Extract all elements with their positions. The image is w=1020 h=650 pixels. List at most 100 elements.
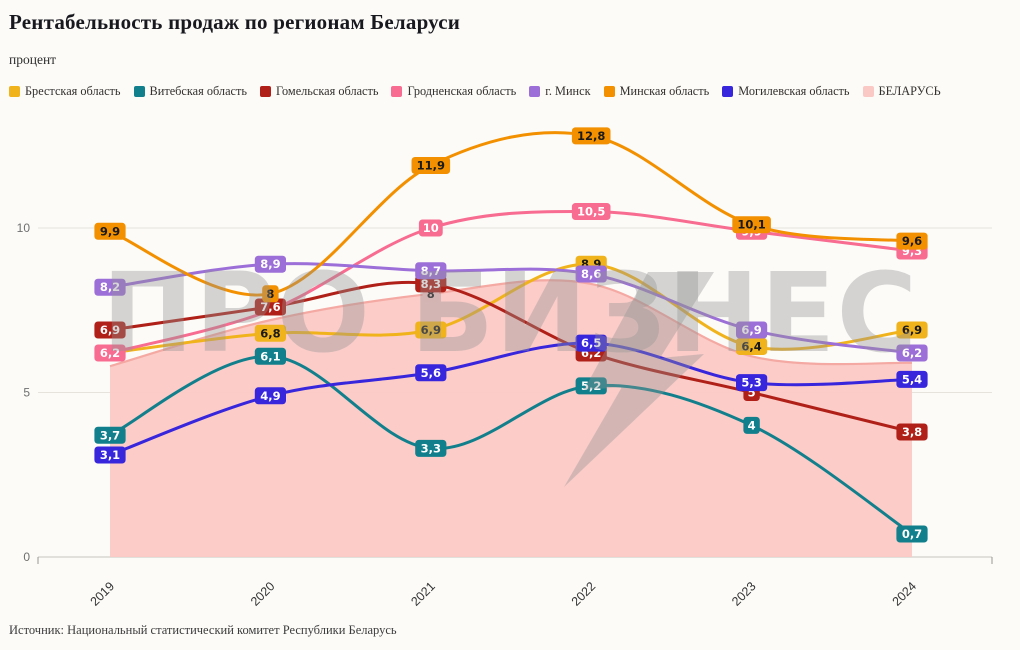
value-label-bg [896, 370, 928, 388]
series-line-1 [108, 354, 914, 536]
y-tick-label: 10 [17, 221, 31, 235]
value-label-bg [575, 334, 607, 352]
legend-item-6[interactable]: Минская область [603, 84, 710, 99]
x-tick-label-2024: 2024 [890, 579, 920, 609]
value-label: 6,2 [100, 346, 120, 360]
legend-label: Витебская область [149, 84, 247, 98]
legend-swatch [722, 86, 734, 97]
value-label: 6,9 [741, 323, 761, 337]
value-label: 8,2 [100, 280, 120, 294]
value-label: 11,9 [417, 158, 445, 172]
value-label-bg [732, 216, 771, 234]
value-label: 9,9 [100, 224, 120, 238]
legend-swatch [529, 86, 541, 97]
x-tick-label-2019: 2019 [88, 579, 118, 609]
legend-item-5[interactable]: г. Минск [529, 84, 591, 99]
legend-label: БЕЛАРУСЬ [878, 84, 941, 98]
value-label-bg [896, 423, 928, 441]
value-label: 3,1 [100, 448, 120, 462]
value-label-bg [411, 156, 451, 174]
value-label: 3,8 [902, 425, 922, 439]
value-label-bg [743, 416, 760, 434]
legend-item-8[interactable]: БЕЛАРУСЬ [862, 84, 941, 99]
legend-swatch [391, 86, 403, 97]
y-tick-label: 0 [23, 550, 30, 564]
value-label: 8,9 [260, 257, 280, 271]
value-label: 8 [427, 287, 435, 301]
legend-label: Брестская область [25, 84, 121, 98]
page-title: Рентабельность продаж по регионам Белару… [9, 10, 461, 34]
series-line-3 [108, 209, 914, 355]
legend-item-4[interactable]: Гродненская область [391, 84, 516, 99]
value-label: 6,2 [902, 346, 922, 360]
value-label-bg [736, 321, 768, 339]
value-label: 5,2 [581, 379, 601, 393]
value-label-bg [254, 255, 286, 273]
value-label: 10 [423, 221, 439, 235]
value-label-bg [736, 337, 768, 355]
value-label-bg [736, 374, 768, 392]
value-label-bg [571, 203, 611, 221]
value-label-bg [896, 344, 928, 362]
value-label-bg [896, 232, 928, 250]
value-label: 5,6 [421, 366, 441, 380]
x-tick-label-2022: 2022 [569, 579, 599, 609]
value-label: 5,4 [902, 372, 922, 386]
value-label: 8,7 [421, 264, 441, 278]
y-tick-label: 5 [23, 386, 30, 400]
legend-label: Гродненская область [407, 84, 517, 98]
value-label: 10,1 [737, 218, 765, 232]
value-label-bg [571, 127, 611, 145]
value-label-bg [94, 446, 126, 464]
legend-label: Минская область [619, 84, 710, 98]
value-label-bg [415, 321, 447, 339]
legend-item-3[interactable]: Гомельская область [259, 84, 378, 99]
chart-subtitle: процент [9, 52, 57, 67]
legend-swatch [603, 86, 615, 97]
value-label: 6,9 [421, 323, 441, 337]
value-label-bg [415, 364, 447, 382]
legend-swatch [9, 86, 20, 97]
value-label: 6,5 [581, 336, 601, 350]
value-label: 6,4 [741, 339, 761, 353]
value-label-bg [415, 262, 447, 280]
legend-item-2[interactable]: Витебская область [133, 84, 247, 99]
value-label-bg [94, 426, 126, 444]
value-label: 12,8 [577, 129, 605, 143]
value-label-bg [896, 321, 928, 339]
series-line-4 [108, 262, 914, 355]
x-tick-label-2021: 2021 [408, 579, 438, 609]
value-label-bg [418, 219, 443, 237]
value-label: 4,9 [260, 389, 280, 403]
value-label: 7,6 [260, 300, 280, 314]
value-label-bg [254, 387, 286, 405]
value-label-bg [94, 278, 126, 296]
legend-swatch [133, 86, 145, 97]
value-label-bg [415, 275, 447, 293]
value-label: 6,8 [260, 326, 280, 340]
legend-item-1[interactable]: Брестская область [9, 84, 121, 99]
legend-swatch [862, 86, 874, 97]
source-note: Источник: Национальный статистический ко… [9, 623, 397, 637]
value-label: 9,6 [902, 234, 922, 248]
legend-label: Могилевская область [738, 84, 850, 98]
legend-label: г. Минск [545, 84, 591, 98]
value-label: 3,7 [100, 428, 120, 442]
value-label-bg [896, 525, 928, 543]
legend-swatch [259, 86, 271, 97]
series-area-7 [110, 280, 912, 557]
legend-item-7[interactable]: Могилевская область [722, 84, 850, 99]
value-label-bg [254, 347, 286, 365]
value-label: 6,1 [260, 349, 280, 363]
value-label: 4 [748, 418, 756, 432]
value-label-bg [94, 321, 126, 339]
value-label: 0,7 [902, 527, 922, 541]
value-label: 5 [748, 386, 756, 400]
value-label-bg [575, 377, 607, 395]
value-label: 6,9 [100, 323, 120, 337]
value-label-bg [415, 439, 447, 457]
value-label: 8,3 [421, 277, 441, 291]
value-label: 5,3 [741, 376, 761, 390]
value-label: 8 [266, 287, 274, 301]
